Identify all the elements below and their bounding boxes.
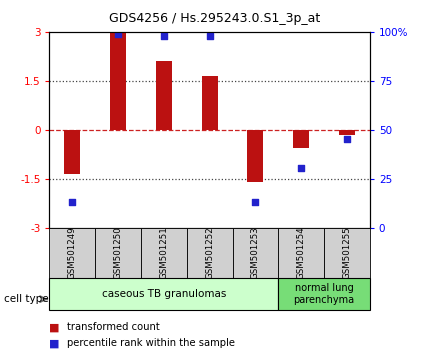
Bar: [339, 130, 355, 135]
Text: GSM501254: GSM501254: [297, 227, 306, 280]
Text: ■: ■: [49, 322, 60, 332]
Bar: [110, 34, 126, 130]
Bar: [156, 61, 172, 130]
FancyBboxPatch shape: [278, 278, 370, 310]
Bar: [202, 76, 218, 130]
Text: GSM501249: GSM501249: [68, 227, 77, 279]
Point: [115, 31, 122, 37]
Text: cell type: cell type: [4, 294, 49, 304]
Point: [69, 199, 76, 205]
Bar: [247, 130, 264, 183]
Text: GSM501253: GSM501253: [251, 227, 260, 280]
FancyBboxPatch shape: [49, 228, 95, 278]
Text: caseous TB granulomas: caseous TB granulomas: [101, 289, 226, 299]
FancyBboxPatch shape: [233, 228, 278, 278]
Text: GSM501252: GSM501252: [205, 227, 214, 280]
Text: percentile rank within the sample: percentile rank within the sample: [67, 338, 235, 348]
Point: [344, 136, 350, 142]
Text: transformed count: transformed count: [67, 322, 160, 332]
FancyBboxPatch shape: [95, 228, 141, 278]
Bar: [64, 130, 80, 174]
Bar: [293, 130, 309, 148]
Point: [298, 165, 304, 171]
Text: GSM501250: GSM501250: [114, 227, 123, 280]
Text: normal lung
parenchyma: normal lung parenchyma: [293, 283, 355, 305]
FancyBboxPatch shape: [49, 278, 278, 310]
Text: GSM501255: GSM501255: [342, 227, 351, 280]
Point: [160, 33, 167, 39]
Text: ■: ■: [49, 338, 60, 348]
Point: [206, 33, 213, 39]
Text: GDS4256 / Hs.295243.0.S1_3p_at: GDS4256 / Hs.295243.0.S1_3p_at: [109, 12, 321, 25]
Text: GSM501251: GSM501251: [160, 227, 169, 280]
FancyBboxPatch shape: [278, 228, 324, 278]
FancyBboxPatch shape: [324, 228, 370, 278]
Point: [252, 199, 259, 205]
FancyBboxPatch shape: [187, 228, 233, 278]
FancyBboxPatch shape: [141, 228, 187, 278]
